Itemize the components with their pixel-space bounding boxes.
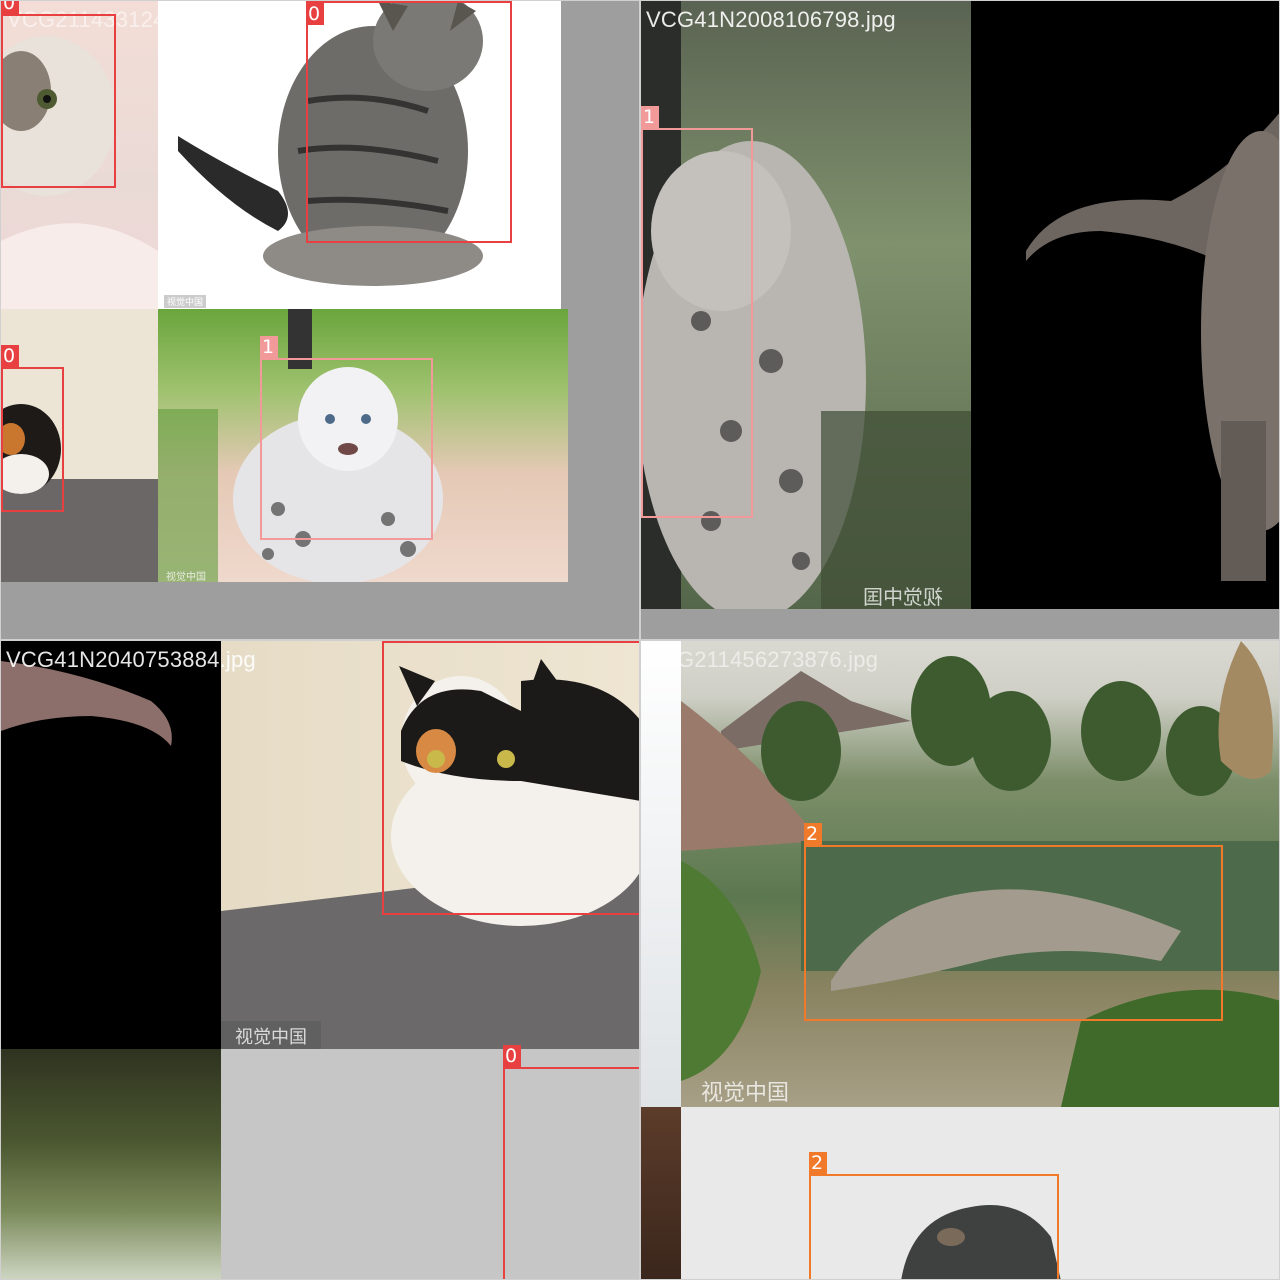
- brown-strip: [641, 1107, 681, 1279]
- mosaic-tile-top-left: 视觉中国 视觉中国 VCG211433124522.jpg 0: [0, 0, 640, 640]
- mosaic-tile-top-right: 视觉中国 VCG41N2008106798.jpg 1: [640, 0, 1280, 640]
- mosaic-tile-bottom-left: 视觉中国 VCG41N2040753884.jpg 0 0: [0, 640, 640, 1280]
- watermark-text: 视觉中国: [863, 585, 943, 609]
- calico-cat-image: [1, 404, 158, 582]
- bbox-class-label: 1: [641, 106, 659, 128]
- bounding-box: 0: [503, 1045, 639, 1279]
- snow-leopard-image: [158, 309, 443, 582]
- snow-leopard-piece: 视觉中国: [158, 309, 568, 582]
- calico-cat-piece: 视觉中国: [221, 641, 639, 1049]
- light-gray-piece: [681, 1107, 1279, 1279]
- calico-cat-side-piece: [1, 309, 158, 582]
- bounding-box: 0: [306, 1, 512, 243]
- watermark-text: 视觉中国: [164, 295, 207, 308]
- image-filename-label: VCG211456273876.jpg: [646, 647, 879, 672]
- bbox-class-label: 0: [503, 1045, 521, 1067]
- bounding-box: 0: [382, 640, 639, 915]
- dinosaur-tail-image: [1, 661, 172, 746]
- cat-photo-piece: [1, 1, 158, 309]
- bounding-box: 1: [260, 336, 433, 540]
- bbox-class-label: 2: [809, 1152, 827, 1174]
- image-filename-label: VCG211433124522.jpg: [7, 7, 240, 32]
- tabby-cat-image: [178, 1, 483, 286]
- watermark-text: 视觉中国: [221, 1021, 321, 1049]
- bounding-box: 1: [641, 106, 753, 518]
- grass-blur-piece: [1, 1049, 221, 1279]
- bbox-class-label: 2: [804, 823, 822, 845]
- calico-cat-full-image: [221, 659, 639, 1049]
- bounding-box: 0: [1, 345, 64, 512]
- bounding-box: 2: [804, 823, 1223, 1021]
- gray-strip: [641, 609, 1279, 639]
- snow-leopard-closeup-piece: 视觉中国: [641, 1, 971, 609]
- dinosaur-head-image: [901, 1205, 1061, 1279]
- dinosaur-painting-piece: 视觉中国: [681, 641, 1279, 1107]
- image-filename-label: VCG41N2040753884.jpg: [6, 647, 256, 672]
- dinosaur-image: [1026, 113, 1279, 581]
- mosaic-tile-bottom-right: 视觉中国 VCG211456273876.jpg 2 2: [640, 640, 1280, 1280]
- bbox-class-label: 0: [382, 640, 400, 641]
- image-filename-label: VCG41N2008106798.jpg: [646, 7, 896, 32]
- watermark-text: 视觉中国: [701, 1081, 790, 1106]
- snow-leopard-closeup-image: [641, 1, 971, 609]
- dinosaur-black-bg-piece: [971, 1, 1279, 609]
- blank-strip-left: [641, 641, 681, 1107]
- dinosaur-tail-piece: [1, 641, 221, 1049]
- tabby-cat-face-image: [1, 36, 158, 309]
- bounding-box: 0: [1, 1, 116, 188]
- watermark-text: 视觉中国: [166, 572, 206, 582]
- bbox-class-label: 0: [1, 345, 19, 367]
- tabby-cat-white-bg-piece: 视觉中国: [158, 1, 561, 309]
- bounding-box: 2: [809, 1152, 1059, 1279]
- bbox-class-label: 1: [260, 336, 278, 358]
- gray-blank-piece: [221, 1049, 639, 1279]
- bbox-class-label: 0: [306, 3, 324, 25]
- bbox-class-label: 0: [1, 1, 19, 14]
